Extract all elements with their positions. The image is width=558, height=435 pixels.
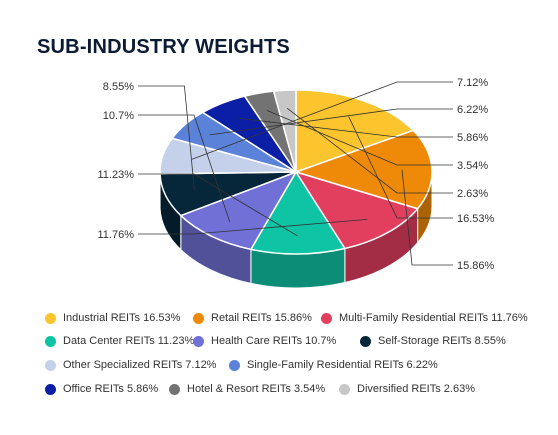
- leader-line-single-family-residential-reits: [209, 108, 453, 136]
- leader-line-hotel-and-resort-reits: [266, 110, 453, 166]
- legend-item-self-storage-reits: Self-Storage REITs 8.55%: [360, 335, 506, 347]
- legend-label: Industrial REITs 16.53%: [63, 312, 181, 324]
- legend-swatch: [339, 383, 350, 395]
- leader-line-retail-reits: [401, 169, 453, 266]
- data-label-hotel-and-resort-reits: 3.54%: [457, 160, 488, 172]
- legend-item-multi-family-residential-reits: Multi-Family Residential REITs 11.76%: [321, 312, 528, 324]
- leader-line-diversified-reits: [287, 107, 453, 194]
- legend-swatch: [360, 335, 371, 347]
- leader-line-industrial-reits: [348, 116, 453, 219]
- legend-item-office-reits: Office REITs 5.86%: [45, 383, 158, 395]
- legend-swatch: [169, 383, 180, 395]
- legend-item-hotel-and-resort-reits: Hotel & Resort REITs 3.54%: [169, 383, 325, 395]
- data-label-single-family-residential-reits: 6.22%: [457, 104, 488, 116]
- legend-swatch: [193, 335, 204, 347]
- leader-line-self-storage-reits: [138, 85, 195, 191]
- legend-label: Other Specialized REITs 7.12%: [63, 359, 217, 371]
- legend-label: Self-Storage REITs 8.55%: [378, 335, 506, 347]
- pie-slice-retail-reits: [295, 129, 433, 210]
- legend-swatch: [229, 359, 240, 371]
- legend-label: Health Care REITs 10.7%: [211, 335, 337, 347]
- leader-line-multi-family-residential-reits: [138, 218, 368, 235]
- leader-line-other-specialized-reits: [191, 81, 453, 160]
- legend-label: Single-Family Residential REITs 6.22%: [247, 359, 438, 371]
- pie-slice-health-care-reits: [180, 171, 297, 251]
- data-label-industrial-reits: 16.53%: [457, 213, 495, 225]
- data-label-health-care-reits: 10.7%: [103, 110, 134, 122]
- data-label-retail-reits: 15.86%: [457, 260, 495, 272]
- data-label-diversified-reits: 2.63%: [457, 188, 488, 200]
- data-label-self-storage-reits: 8.55%: [103, 81, 134, 93]
- leader-line-office-reits: [238, 117, 453, 138]
- legend-label: Office REITs 5.86%: [63, 383, 159, 395]
- pie-slice-data-center-reits: [250, 171, 346, 255]
- legend-swatch: [321, 312, 332, 324]
- legend-item-retail-reits: Retail REITs 15.86%: [193, 312, 312, 324]
- legend-item-data-center-reits: Data Center REITs 11.23%: [45, 335, 194, 347]
- legend-label: Hotel & Resort REITs 3.54%: [187, 383, 326, 395]
- legend-swatch: [45, 335, 56, 347]
- data-label-multi-family-residential-reits: 11.76%: [98, 229, 135, 241]
- legend-swatch: [45, 359, 56, 371]
- legend-item-industrial-reits: Industrial REITs 16.53%: [45, 312, 180, 324]
- legend-item-other-specialized-reits: Other Specialized REITs 7.12%: [45, 359, 216, 371]
- legend-label: Retail REITs 15.86%: [211, 312, 312, 324]
- legend-item-diversified-reits: Diversified REITs 2.63%: [339, 383, 475, 395]
- pie-slice-multi-family-residential-reits: [295, 171, 419, 250]
- chart-title: SUB-INDUSTRY WEIGHTS: [37, 36, 290, 58]
- legend-swatch: [193, 312, 204, 324]
- legend-item-health-care-reits: Health Care REITs 10.7%: [193, 335, 336, 347]
- pie-chart: 16.53% 15.86% 11.76% 11.23% 10.7% 8.55% 7.12% 6…: [98, 77, 495, 289]
- leader-line-health-care-reits: [138, 114, 231, 223]
- legend-swatch: [45, 312, 56, 324]
- legend-item-single-family-residential-reits: Single-Family Residential REITs 6.22%: [229, 359, 438, 371]
- data-label-data-center-reits: 11.23%: [98, 169, 135, 181]
- legend-swatch: [45, 383, 56, 395]
- leader-line-data-center-reits: [138, 173, 298, 237]
- data-label-other-specialized-reits: 7.12%: [457, 77, 488, 89]
- legend-label: Multi-Family Residential REITs 11.76%: [339, 312, 528, 324]
- legend-label: Diversified REITs 2.63%: [357, 383, 475, 395]
- legend-label: Data Center REITs 11.23%: [63, 335, 195, 347]
- data-label-office-reits: 5.86%: [457, 132, 488, 144]
